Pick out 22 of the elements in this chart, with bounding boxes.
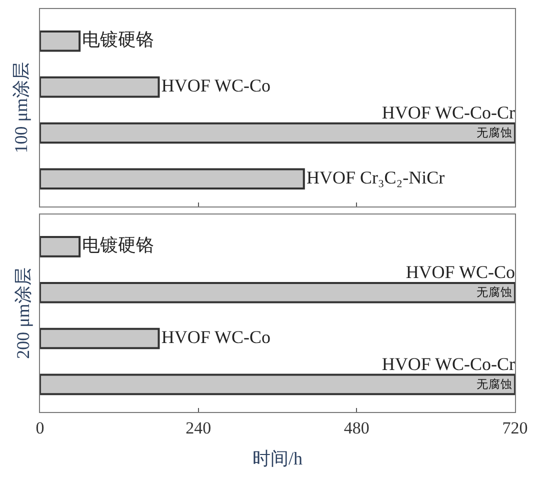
x-tick-label: 480	[344, 418, 370, 438]
bar	[40, 374, 515, 396]
data-label: 无腐蚀	[476, 284, 513, 299]
bar	[40, 282, 515, 304]
y-tick-label: 电镀硬铬	[82, 30, 154, 50]
y-axis-title: 100 μm涂层	[10, 62, 31, 154]
data-label: 无腐蚀	[476, 376, 513, 391]
x-tick-label: 240	[186, 418, 212, 438]
y-axis-title: 200 μm涂层	[13, 268, 34, 359]
y-tick-label: HVOF WC-Co-Cr	[382, 354, 516, 374]
bar	[40, 328, 160, 350]
x-axis-title: 时间/h	[252, 448, 303, 468]
y-tick-label: HVOF WC-Co	[161, 76, 271, 96]
y-tick-label: HVOF WC-Co	[406, 262, 515, 282]
x-tick-label: 720	[502, 418, 528, 438]
data-label: 无腐蚀	[476, 125, 513, 140]
y-tick-label: 电镀硬铬	[82, 235, 154, 256]
y-tick-label: HVOF Cr₃C₂-NiCr	[306, 167, 445, 188]
bar	[40, 236, 81, 258]
x-tick-label: 0	[36, 418, 44, 438]
y-tick-label: HVOF WC-Co	[161, 327, 271, 348]
y-tick-label: HVOF WC-Co-Cr	[382, 102, 516, 122]
